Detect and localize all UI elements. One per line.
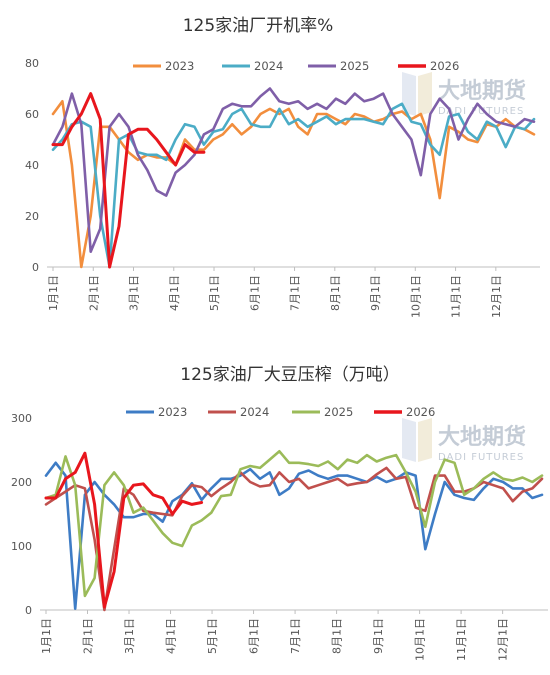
legend-label-2024: 2024 [240,405,269,419]
y-tick-label: 300 [11,412,32,425]
x-tick-label: 2月1日 [87,275,100,311]
x-axis: 1月1日 2月1日 3月1日 4月1日 5月1日 6月1日 7月1日 8月1日 9月1日 10月1… [40,609,548,661]
plot-area [51,87,536,269]
x-tick-label: 5月1日 [206,618,219,654]
y-axis: 0 20 40 60 80 [25,57,39,274]
legend-label-2023: 2023 [158,405,187,419]
x-tick-label: 5月1日 [208,275,221,311]
x-tick-label: 1月1日 [40,618,53,654]
x-tick-label: 11月1日 [450,275,463,318]
x-tick-label: 6月1日 [248,618,261,654]
y-tick-label: 40 [25,159,39,172]
x-tick-label: 8月1日 [329,275,342,311]
series-line-2026 [44,451,204,609]
y-tick-label: 0 [32,261,39,274]
series-line-2024 [44,466,544,612]
chart-legend: 2023 2024 2025 2026 [133,59,459,73]
watermark-logo: 大地期货 DADI FUTURES [402,72,526,117]
legend-label-2024: 2024 [254,59,283,73]
svg-text:DADI FUTURES: DADI FUTURES [438,106,524,117]
legend-label-2023: 2023 [165,59,194,73]
watermark-logo: 大地期货 DADI FUTURES [402,418,526,463]
x-tick-label: 3月1日 [128,275,141,311]
series-line-2025 [44,449,544,598]
x-tick-label: 2月1日 [82,618,95,654]
chart-legend: 2023 2024 2025 2026 [126,405,435,419]
series-line-2024 [51,102,536,269]
x-tick-label: 8月1日 [331,618,344,654]
x-tick-label: 7月1日 [289,618,302,654]
x-tick-label: 4月1日 [165,618,178,654]
y-tick-label: 80 [25,57,39,70]
legend-label-2026: 2026 [430,59,459,73]
crush-volume-chart: 125家油厂大豆压榨（万吨） 大地期货 DADI FUTURES 2023 202… [11,365,548,661]
y-axis: 0 100 200 300 [11,412,32,617]
series-line-2026 [51,92,206,269]
svg-text:大地期货: 大地期货 [438,78,526,104]
x-tick-label: 1月1日 [47,275,60,311]
y-tick-label: 0 [25,604,32,617]
legend-label-2025: 2025 [324,405,353,419]
x-tick-label: 12月1日 [490,275,503,318]
x-tick-label: 10月1日 [409,275,422,318]
legend-label-2026: 2026 [406,405,435,419]
legend-label-2025: 2025 [340,59,369,73]
x-tick-label: 7月1日 [289,275,302,311]
y-tick-label: 200 [11,476,32,489]
utilization-chart: 125家油厂开机率% 大地期货 DADI FUTURES 2023 2024 202… [25,16,540,318]
y-tick-label: 20 [25,210,39,223]
series-line-2023 [51,100,536,269]
x-tick-label: 11月1日 [455,618,468,661]
series-line-2023 [44,461,544,611]
x-tick-label: 10月1日 [414,618,427,661]
series-line-2025 [51,87,536,253]
x-tick-label: 3月1日 [123,618,136,654]
x-axis: 1月1日 2月1日 3月1日 4月1日 5月1日 6月1日 7月1日 8月1日 9月1日 10月1… [47,266,540,318]
x-tick-label: 12月1日 [497,618,510,661]
x-tick-label: 4月1日 [168,275,181,311]
chart-title: 125家油厂大豆压榨（万吨） [180,365,399,385]
y-tick-label: 60 [25,108,39,121]
x-tick-label: 6月1日 [248,275,261,311]
svg-text:DADI FUTURES: DADI FUTURES [438,452,524,463]
x-tick-label: 9月1日 [369,275,382,311]
svg-text:大地期货: 大地期货 [438,424,526,450]
y-tick-label: 100 [11,540,32,553]
chart-title: 125家油厂开机率% [183,16,334,36]
x-tick-label: 9月1日 [372,618,385,654]
plot-area [44,449,544,612]
